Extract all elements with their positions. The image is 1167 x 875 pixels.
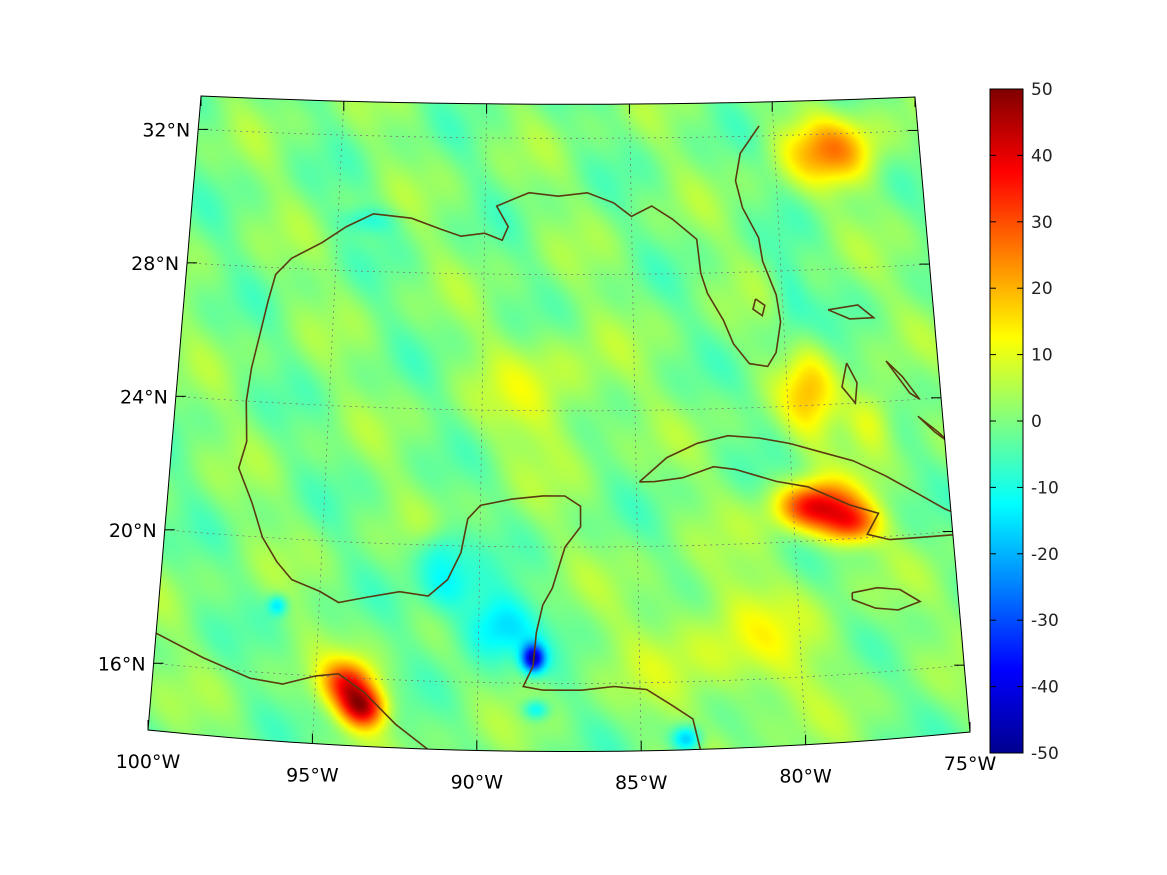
latitude-label: 32°N <box>142 119 190 141</box>
coastline-segment <box>851 586 922 611</box>
coastline-segment <box>237 334 702 750</box>
colorbar-ticks: 50 40 30 20 10 0 -10 -20 -30 -40 -50 <box>990 80 1059 764</box>
colorbar-tick-label: -40 <box>1031 678 1059 698</box>
colorbar: 50 40 30 20 10 0 -10 -20 -30 -40 -50 <box>989 80 1059 764</box>
latitude-label: 28°N <box>131 253 179 275</box>
latitude-label: 20°N <box>109 520 157 542</box>
longitude-label: 95°W <box>286 765 339 787</box>
coastline-segment <box>885 360 921 400</box>
coastline-segment <box>841 362 858 406</box>
colorbar-tick-label: 40 <box>1031 146 1053 166</box>
colorbar-tick-label: -30 <box>1031 611 1059 631</box>
coastline-segment <box>155 632 428 750</box>
latitude-labels: 32°N 28°N 24°N 20°N 16°N <box>98 119 191 675</box>
longitude-label: 75°W <box>944 753 997 775</box>
longitude-label: 100°W <box>116 751 181 773</box>
coastline-segment <box>827 304 876 320</box>
latitude-label: 16°N <box>98 653 146 675</box>
longitude-label: 80°W <box>779 766 832 788</box>
latitude-label: 24°N <box>120 386 168 408</box>
colorbar-tick-label: 0 <box>1031 412 1042 432</box>
colorbar-tick-label: 50 <box>1031 80 1053 100</box>
parallel-line <box>187 262 930 275</box>
colorbar-tick-label: -20 <box>1031 545 1059 565</box>
longitude-labels: 100°W 95°W 90°W 85°W 80°W 75°W <box>116 751 997 794</box>
axis-ticks <box>147 96 971 751</box>
colorbar-tick-label: -50 <box>1031 744 1059 764</box>
longitude-label: 85°W <box>615 772 668 794</box>
coastline-segment <box>259 125 782 368</box>
meridian-line <box>312 101 345 744</box>
colorbar-tick-label: 20 <box>1031 279 1053 299</box>
coastline-segment <box>752 298 766 318</box>
colorbar-tick-label: -10 <box>1031 478 1059 498</box>
parallel-line <box>175 395 942 412</box>
colorbar-tick-label: 10 <box>1031 346 1053 366</box>
parallel-line <box>198 129 918 139</box>
colorbar-tick-label: 30 <box>1031 213 1053 233</box>
longitude-label: 90°W <box>451 771 504 793</box>
